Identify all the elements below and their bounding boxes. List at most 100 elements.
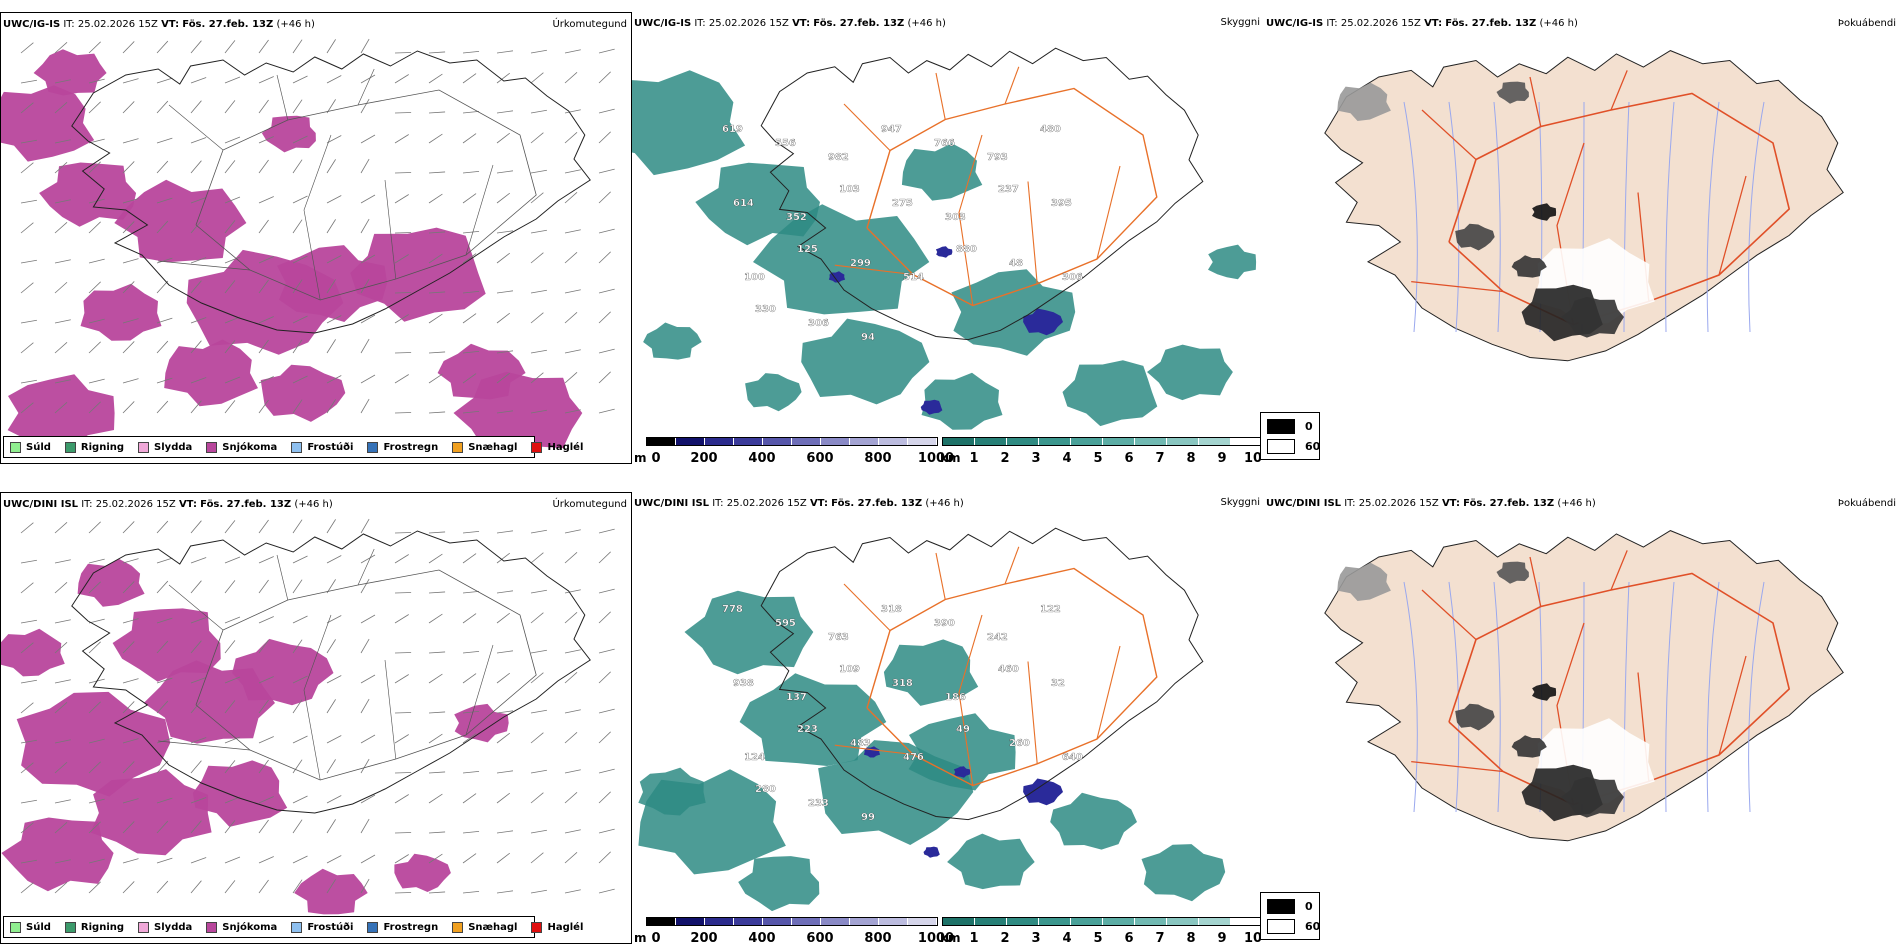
wind-barb: [292, 855, 308, 864]
low-ceiling-area: [1023, 778, 1063, 806]
visibility-tick: 3: [1031, 451, 1041, 466]
wind-barb: [156, 700, 169, 714]
visibility-tick: 3: [1031, 931, 1041, 946]
legend-swatch: [291, 441, 303, 453]
snow-area: [192, 760, 288, 827]
ceiling-label: 186: [945, 692, 966, 703]
ceiling-colorbar: m 0 200 400 600 800 1000: [634, 917, 954, 946]
low-visibility-area: [947, 833, 1035, 890]
wind-barb: [54, 161, 68, 174]
wind-barb: [156, 520, 169, 534]
ceiling-label: 476: [903, 752, 924, 763]
panel-header: UWC/DINI ISL IT: 25.02.2026 15Z VT: Fös.…: [3, 499, 333, 510]
wind-barb: [190, 520, 202, 534]
ceiling-label: 306: [808, 318, 829, 329]
ceiling-label: 233: [808, 798, 829, 809]
ceiling-tick: 600: [806, 931, 834, 946]
ring-road: [195, 89, 537, 301]
wind-barb: [292, 219, 303, 234]
wind-barb: [156, 580, 169, 594]
wind-barb: [20, 702, 34, 714]
wind-barb: [258, 399, 269, 414]
road: [168, 584, 224, 631]
road: [158, 260, 251, 271]
road: [843, 103, 891, 151]
wind-barb: [224, 640, 236, 654]
panel-header: UWC/IG-IS IT: 25.02.2026 15Z VT: Fös. 27…: [3, 19, 315, 30]
color-step: [1039, 918, 1071, 925]
wind-barb: [462, 553, 477, 564]
wind-barb: [88, 258, 105, 264]
wind-barb: [190, 820, 202, 834]
color-step: [821, 918, 850, 925]
wind-barb: [54, 379, 71, 384]
wind-barb: [326, 219, 336, 234]
wind-barb: [224, 316, 241, 324]
road: [1718, 655, 1747, 756]
precip-title: Úrkomutegund: [552, 499, 627, 510]
wind-barb: [462, 230, 480, 234]
ceiling-label: 318: [881, 604, 902, 615]
wind-barb: [258, 556, 274, 564]
color-step: [705, 438, 734, 445]
wind-barb: [564, 791, 578, 804]
wind-barb: [462, 733, 477, 744]
wind-barb: [258, 159, 269, 174]
wind-barb: [360, 254, 376, 264]
wind-barb: [462, 110, 480, 114]
road: [1529, 76, 1542, 127]
wind-barb: [122, 221, 135, 234]
wind-barb: [258, 339, 269, 354]
road: [384, 659, 397, 760]
wind-barb: [530, 829, 547, 834]
precip-panel-1: UWC/IG-IS IT: 25.02.2026 15Z VT: Fös. 27…: [0, 12, 632, 464]
wind-barb: [564, 709, 581, 714]
low-visibility-area: [951, 269, 1076, 356]
color-step: [792, 438, 821, 445]
wind-barb: [598, 588, 615, 594]
legend-label: Rigning: [80, 441, 125, 453]
wind-barb: [394, 712, 412, 714]
wind-barb: [20, 319, 37, 324]
wind-barb: [428, 133, 443, 144]
wind-barb: [360, 194, 376, 204]
snow-area: [77, 559, 145, 607]
wind-barb: [190, 580, 202, 594]
wind-barb: [156, 640, 169, 654]
wind-barb: [156, 317, 173, 324]
color-step: [1103, 438, 1135, 445]
wind-barb: [428, 711, 446, 714]
ceiling-label: 483: [850, 738, 871, 749]
wind-barb: [292, 699, 303, 714]
wind-barb: [598, 828, 615, 834]
legend-item: Snjókoma: [206, 921, 277, 933]
visibility-tick: 5: [1093, 451, 1103, 466]
wind-barb: [156, 857, 173, 864]
precip-legend: Súld Rigning Slydda Snjókoma Frostúði Frostre…: [3, 916, 583, 938]
wind-barb: [598, 528, 615, 534]
legend-label: Frostúði: [307, 441, 354, 453]
cloud-title: Þokuábendi: [1837, 18, 1896, 29]
wind-barb: [598, 708, 615, 714]
snow-area: [1, 817, 114, 892]
wind-barb: [496, 170, 514, 174]
wind-barb: [292, 315, 308, 324]
color-step: [1007, 918, 1039, 925]
wind-barb: [224, 136, 241, 144]
wind-barb: [190, 77, 207, 84]
ceiling-label: 306: [1062, 272, 1083, 283]
wind-barb: [88, 318, 105, 324]
wind-barb: [88, 761, 101, 774]
wind-barb: [156, 100, 169, 114]
wind-barb: [88, 641, 101, 654]
fog-indicator-area: [1532, 203, 1557, 221]
wind-barb: [462, 890, 480, 894]
precip-panel-2: UWC/DINI ISL IT: 25.02.2026 15Z VT: Fös.…: [0, 492, 632, 944]
ceiling-colorbar: m 0 200 400 600 800 1000: [634, 437, 954, 466]
wind-barb: [258, 39, 269, 54]
wind-barb: [530, 852, 544, 864]
ceiling-label: 100: [744, 272, 765, 283]
wind-barb: [258, 639, 269, 654]
visibility-tick: 8: [1186, 931, 1196, 946]
low-visibility-area: [901, 143, 983, 201]
